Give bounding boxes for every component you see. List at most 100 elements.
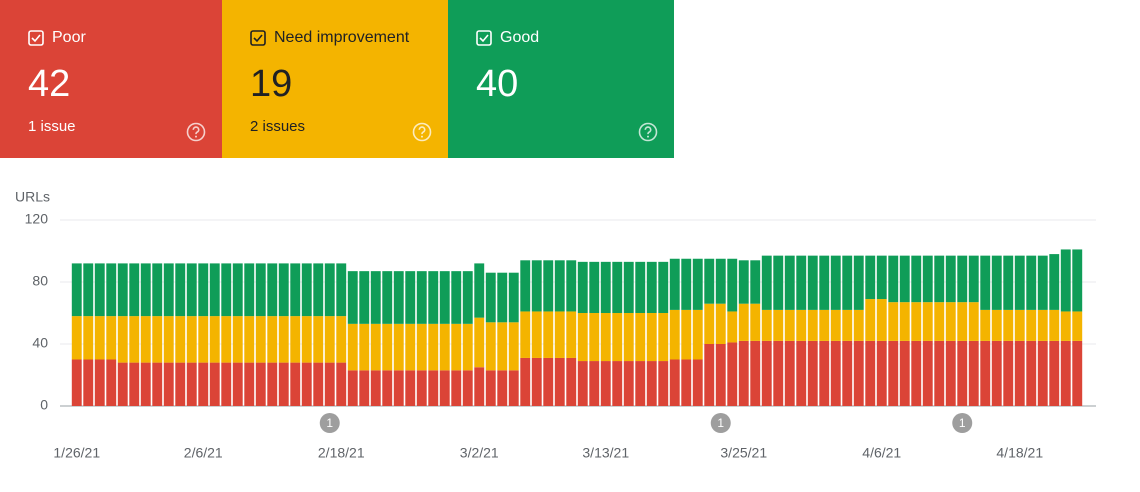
bar-segment — [83, 316, 94, 360]
bar-segment — [347, 323, 358, 371]
bar-segment — [600, 261, 611, 313]
bar-segment — [807, 340, 818, 406]
bar-segment — [554, 260, 565, 312]
bar-segment — [451, 370, 462, 406]
bar-segment — [198, 362, 209, 406]
bar-segment — [83, 359, 94, 406]
annotation-marker[interactable] — [319, 413, 340, 433]
bar-segment — [692, 258, 703, 310]
bar-segment — [658, 361, 669, 406]
y-tick-label: 120 — [25, 211, 49, 227]
status-card[interactable]: Poor 42 1 issue — [0, 0, 222, 158]
bar-segment — [830, 309, 841, 341]
bar-segment — [508, 370, 519, 406]
bar-segment — [623, 261, 634, 313]
checkbox[interactable] — [250, 30, 266, 46]
bar-segment — [186, 316, 197, 363]
status-card[interactable]: Good 40 — [448, 0, 674, 158]
bar-segment — [1026, 255, 1037, 310]
bar-segment — [485, 370, 496, 406]
bar-segment — [980, 340, 991, 406]
bar-segment — [474, 367, 485, 406]
bar-segment — [106, 263, 117, 317]
bar-segment — [71, 316, 82, 360]
bar-segment — [209, 362, 220, 406]
bar-segment — [198, 263, 209, 317]
bar-segment — [117, 362, 128, 406]
bar-segment — [658, 313, 669, 362]
bar-segment — [773, 309, 784, 341]
bar-segment — [761, 340, 772, 406]
bar-segment — [129, 362, 140, 406]
bar-segment — [531, 311, 542, 358]
annotation-marker[interactable] — [710, 413, 731, 433]
bar-segment — [94, 263, 105, 317]
checkbox[interactable] — [28, 30, 44, 46]
help-icon[interactable] — [638, 122, 658, 142]
bar-segment — [416, 323, 427, 371]
x-tick-label: 4/18/21 — [996, 445, 1043, 461]
bar-segment — [186, 362, 197, 406]
bar-segment — [324, 362, 335, 406]
bar-segment — [830, 340, 841, 406]
status-card[interactable]: Need improvement 19 2 issues — [222, 0, 448, 158]
bar-segment — [704, 303, 715, 344]
bar-segment — [129, 316, 140, 363]
bar-segment — [267, 263, 278, 317]
bar-segment — [439, 323, 450, 371]
bar-segment — [865, 255, 876, 300]
bar-segment — [1060, 249, 1071, 312]
bar-segment — [945, 255, 956, 303]
bar-segment — [232, 316, 243, 363]
bar-segment — [715, 258, 726, 304]
bar-segment — [750, 303, 761, 341]
bar-segment — [382, 323, 393, 371]
bar-segment — [922, 340, 933, 406]
annotation-marker[interactable] — [952, 413, 973, 433]
annotation-label: 1 — [959, 416, 966, 430]
bar-segment — [382, 370, 393, 406]
x-tick-label: 3/2/21 — [460, 445, 499, 461]
checkbox[interactable] — [476, 30, 492, 46]
card-title: Good — [500, 29, 540, 46]
bar-segment — [405, 370, 416, 406]
bar-segment — [842, 340, 853, 406]
y-axis-label: URLs — [15, 189, 50, 205]
bar-segment — [186, 263, 197, 317]
help-icon[interactable] — [186, 122, 206, 142]
bar-segment — [865, 340, 876, 406]
bar-segment — [359, 271, 370, 324]
bar-segment — [968, 302, 979, 341]
bar-segment — [1014, 309, 1025, 341]
bar-segment — [646, 361, 657, 406]
bar-segment — [692, 359, 703, 406]
bar-segment — [692, 309, 703, 360]
bar-segment — [980, 309, 991, 341]
bar-segment — [117, 263, 128, 317]
bar-segment — [439, 271, 450, 324]
bar-segment — [819, 255, 830, 310]
bar-segment — [451, 323, 462, 371]
bar-segment — [209, 263, 220, 317]
bar-segment — [221, 263, 232, 317]
bar-segment — [106, 359, 117, 406]
bar-segment — [497, 322, 508, 371]
bar-segment — [140, 362, 151, 406]
bar-segment — [922, 255, 933, 303]
bar-segment — [853, 255, 864, 310]
bar-segment — [577, 361, 588, 406]
bar-segment — [807, 309, 818, 341]
help-icon[interactable] — [412, 122, 432, 142]
bar-segment — [497, 370, 508, 406]
chart: URLs 0 40 80 120 1/26/21 2/6/21 2/18/21 3/2/21 3… — [15, 189, 1096, 461]
bar-segment — [301, 263, 312, 317]
bar-segment — [140, 263, 151, 317]
bar-segment — [658, 261, 669, 313]
bar-segment — [244, 316, 255, 363]
bar-segment — [934, 302, 945, 341]
bar-segment — [635, 261, 646, 313]
card-subtitle: 2 issues — [250, 118, 306, 135]
bar-segment — [876, 299, 887, 341]
bar-segment — [313, 263, 324, 317]
bar-segment — [1049, 309, 1060, 341]
